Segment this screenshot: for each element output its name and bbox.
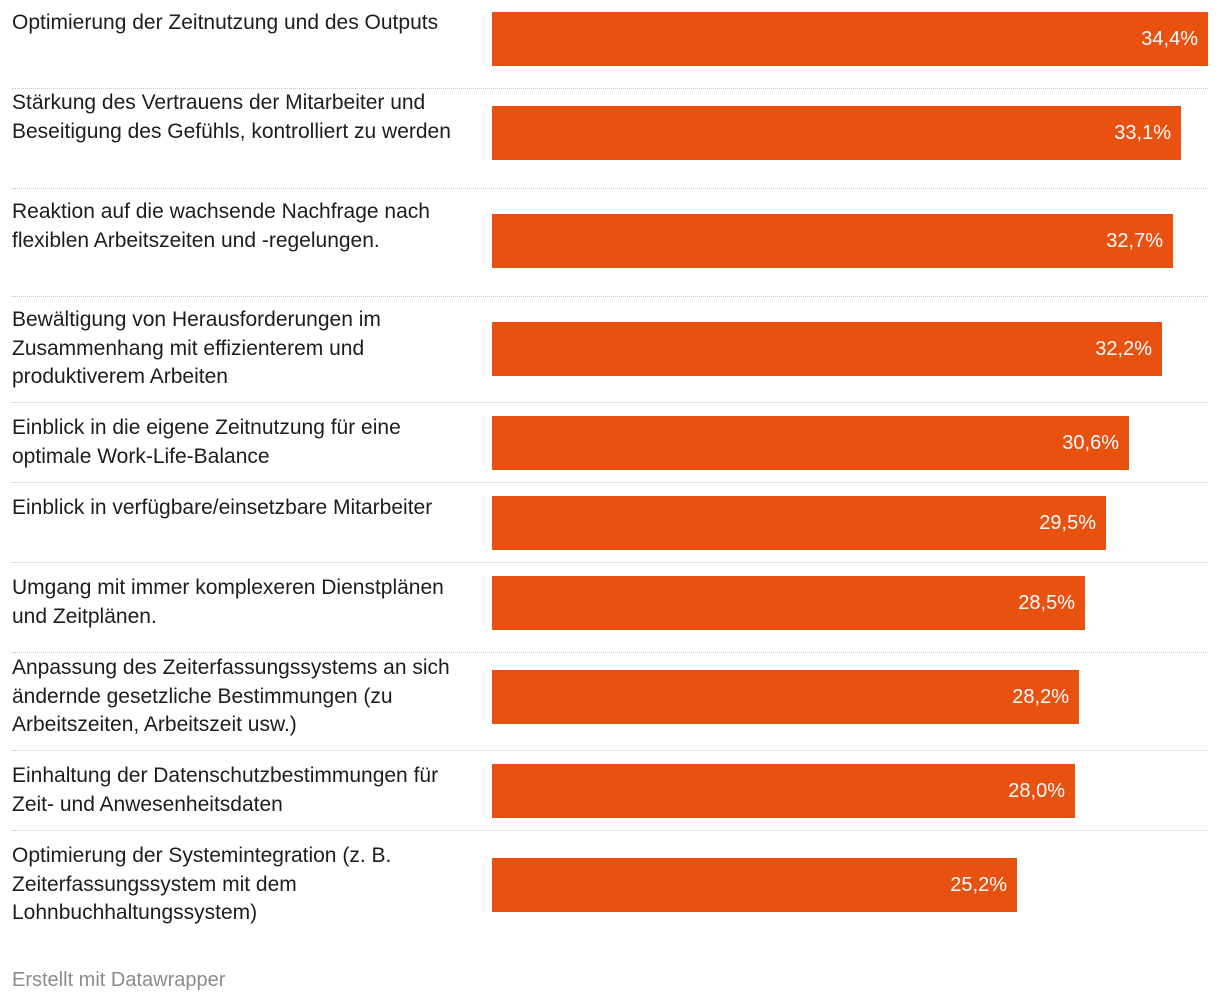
category-label: Optimierung der Zeitnutzung und des Outp…	[12, 11, 439, 34]
bar-value-label: 34,4%	[1141, 28, 1198, 50]
category-label: Reaktion auf die wachsende Nachfrage nac…	[12, 200, 430, 252]
category-label: Einblick in die eigene Zeitnutzung für e…	[12, 416, 401, 468]
row-divider	[12, 830, 1208, 831]
category-label: Anpassung des Zeiterfassungssystems an s…	[12, 656, 450, 736]
footer-credit: Erstellt mit Datawrapper	[12, 969, 226, 991]
bar: 34,4%	[492, 12, 1208, 66]
bar: 25,2%	[492, 858, 1017, 912]
category-label: Stärkung des Vertrauens der Mitarbeiter …	[12, 91, 451, 143]
bar-chart: Optimierung der Zeitnutzung und des Outp…	[12, 11, 1208, 924]
bar-value-label: 28,2%	[1012, 686, 1069, 708]
bar: 30,6%	[492, 416, 1129, 470]
row-divider	[12, 402, 1208, 403]
bar-value-label: 30,6%	[1062, 432, 1119, 454]
bar: 32,2%	[492, 322, 1162, 376]
bar-value-label: 32,7%	[1106, 230, 1163, 252]
bar: 28,5%	[492, 576, 1085, 630]
row-divider	[12, 88, 1208, 89]
bar-value-label: 29,5%	[1039, 512, 1096, 534]
bar-value-label: 32,2%	[1095, 338, 1152, 360]
bar-value-label: 28,5%	[1018, 592, 1075, 614]
category-label: Optimierung der Systemintegration (z. B.…	[12, 844, 392, 924]
row-divider	[12, 296, 1208, 297]
category-label: Bewältigung von Herausforderungen im Zus…	[12, 308, 381, 388]
bar-value-label: 28,0%	[1008, 780, 1065, 802]
row-divider	[12, 750, 1208, 751]
bar: 29,5%	[492, 496, 1106, 550]
bar: 33,1%	[492, 106, 1181, 160]
category-label: Einblick in verfügbare/einsetzbare Mitar…	[12, 496, 433, 519]
bar: 32,7%	[492, 214, 1173, 268]
category-label: Umgang mit immer komplexeren Dienstpläne…	[12, 576, 444, 628]
row-divider	[12, 188, 1208, 189]
bar-value-label: 33,1%	[1114, 122, 1171, 144]
category-label: Einhaltung der Datenschutzbestimmungen f…	[12, 764, 439, 816]
bar: 28,2%	[492, 670, 1079, 724]
row-divider	[12, 562, 1208, 563]
bar-value-label: 25,2%	[950, 874, 1007, 896]
row-divider	[12, 652, 1208, 653]
row-divider	[12, 482, 1208, 483]
bar: 28,0%	[492, 764, 1075, 818]
